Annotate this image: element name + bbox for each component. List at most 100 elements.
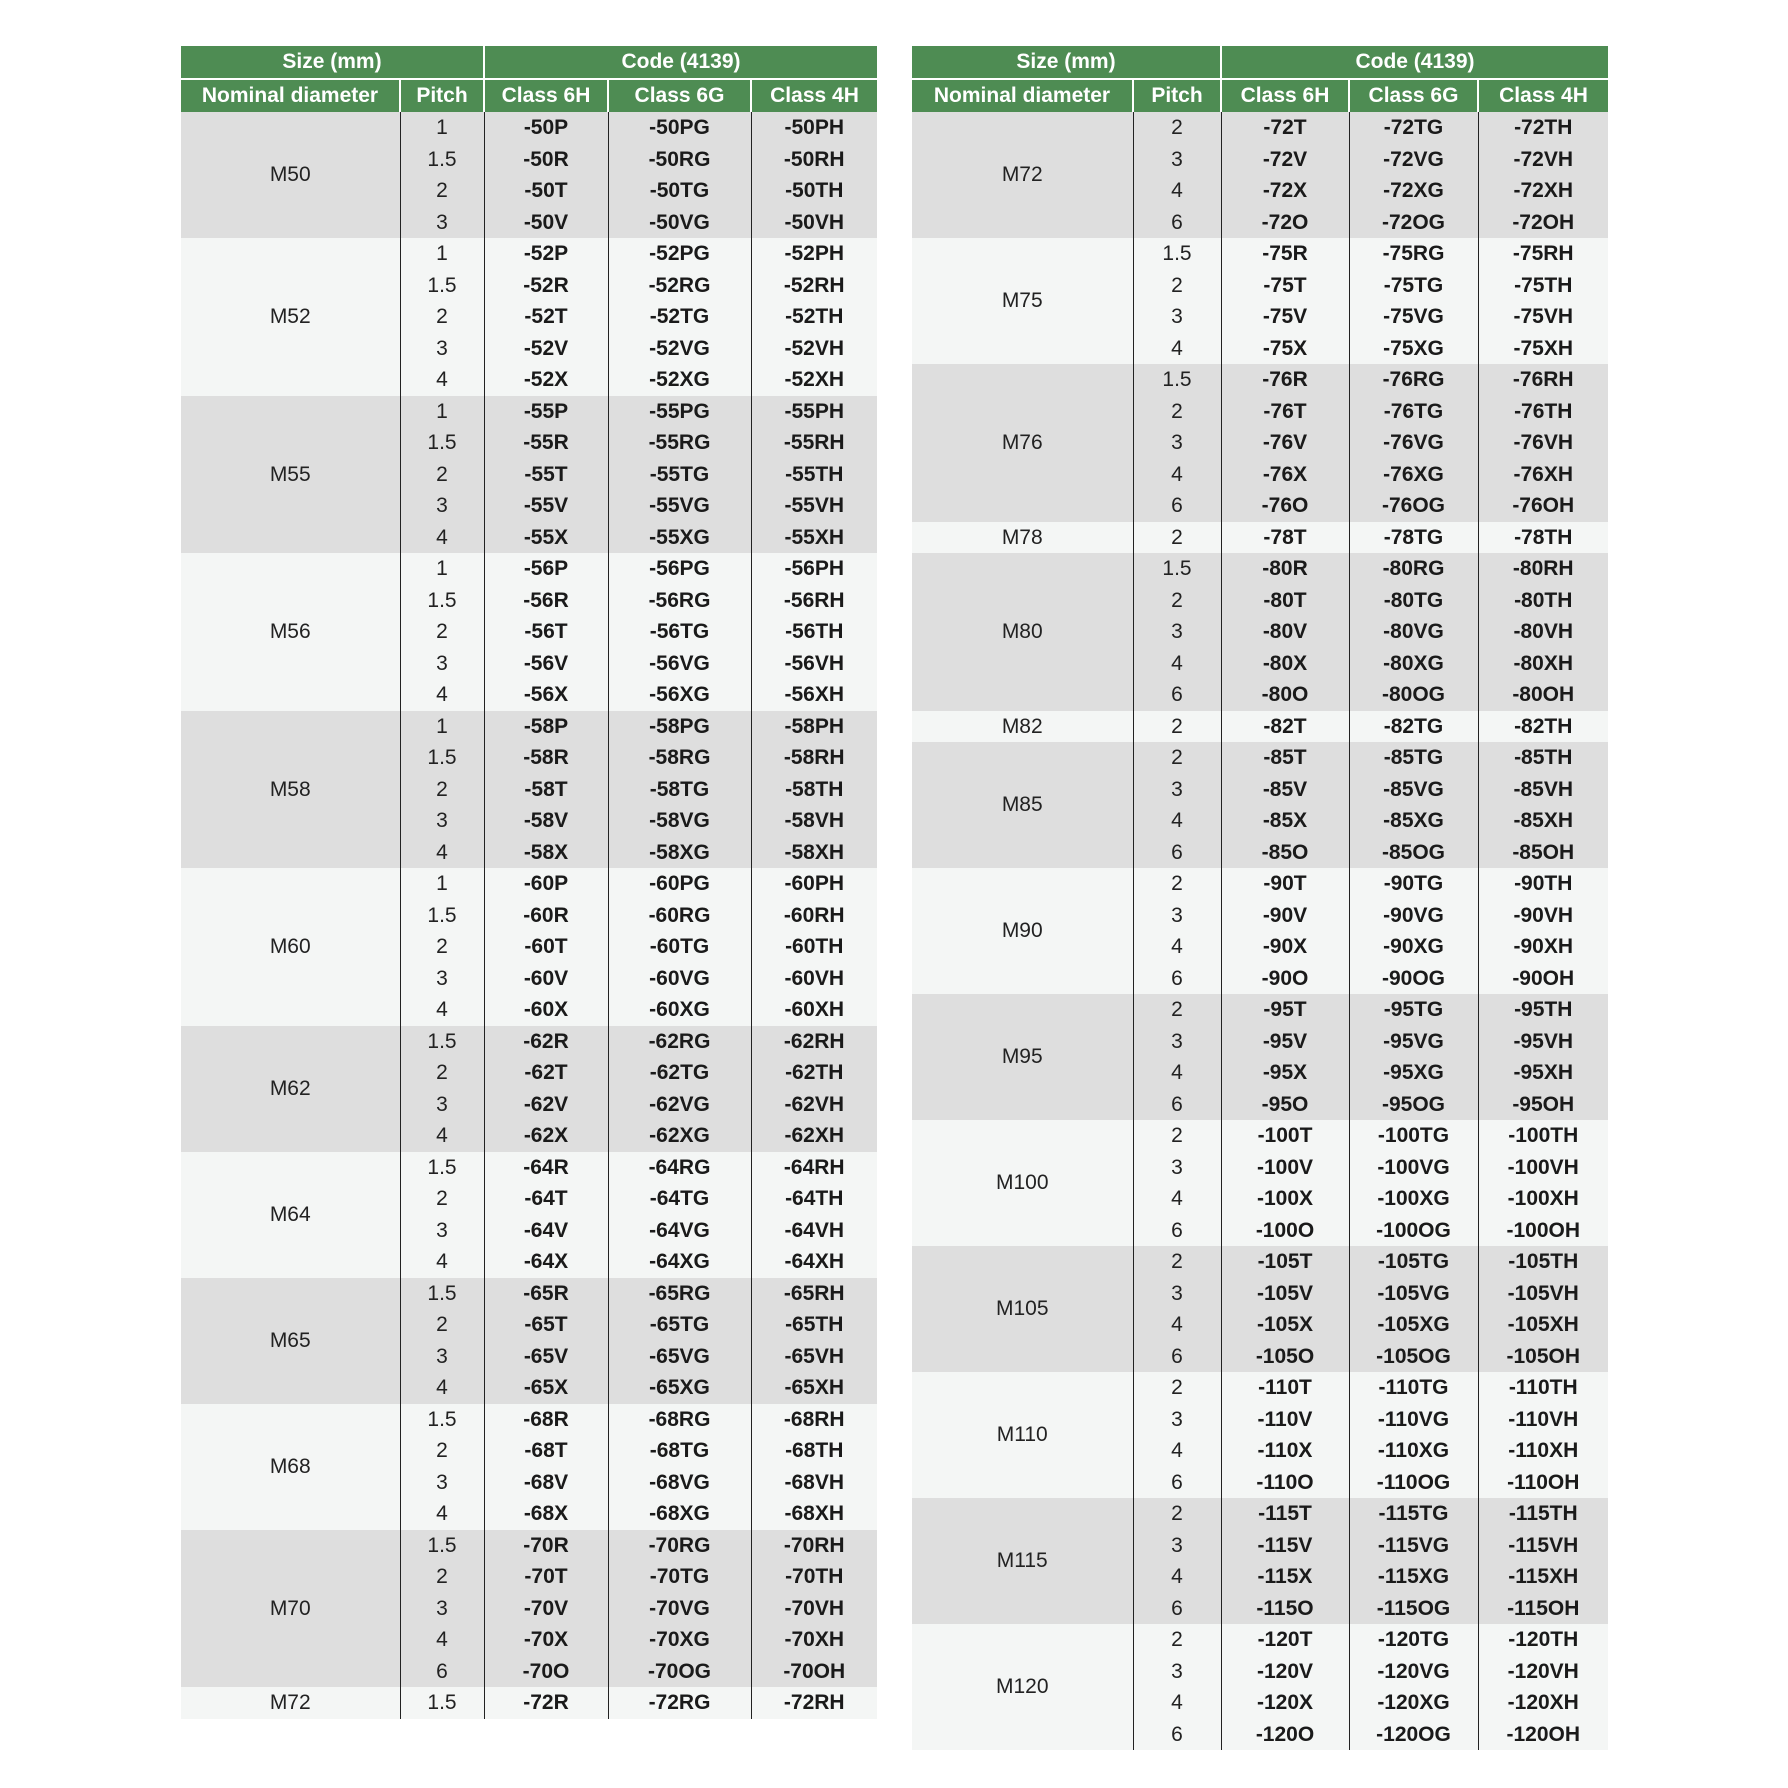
table-row: 3 -76V -76VG -76VH [912,427,1608,459]
pitch-cell: 1.5 [399,1025,484,1057]
code-4h-cell: -75TH [1477,269,1608,301]
code-4h-cell: -76OH [1477,490,1608,522]
table-row: 3 -56V -56VG -56VH [181,647,877,679]
code-6h-cell: -52R [483,269,608,301]
code-6h-cell: -58P [483,710,608,742]
table-row: 1.5 -52R -52RG -52RH [181,269,877,301]
code-6h-cell: -110V [1220,1403,1349,1435]
pitch-cell: 4 [399,1120,484,1152]
code-4h-cell: -80VH [1477,616,1608,648]
pitch-cell: 3 [399,490,484,522]
pitch-cell: 3 [1132,1403,1221,1435]
code-6g-cell: -65XG [607,1372,751,1404]
code-4h-cell: -52RH [750,269,877,301]
code-4h-cell: -72TH [1477,112,1608,144]
table-row: 2 -68T -68TG -68TH [181,1435,877,1467]
pitch-cell: 4 [399,994,484,1026]
code-6h-cell: -90T [1220,868,1349,900]
code-6h-cell: -105T [1220,1246,1349,1278]
code-6h-cell: -68R [483,1403,608,1435]
table-row: 4 -70X -70XG -70XH [181,1624,877,1656]
pitch-cell: 4 [399,1624,484,1656]
nominal-diameter-cell: M100 [912,1120,1133,1246]
code-4h-cell: -105TH [1477,1246,1608,1278]
table-row: M105 2 -105T -105TG -105TH [912,1246,1608,1372]
table-row: 6 -76O -76OG -76OH [912,490,1608,522]
nominal-diameter-cell: M65 [181,1277,400,1404]
code-4h-cell: -110OH [1477,1466,1608,1498]
table-row: 4 -58X -58XG -58XH [181,836,877,868]
code-6g-cell: -95TG [1348,994,1478,1026]
table-row: 2 -55T -55TG -55TH [181,458,877,490]
table-row: 6 -100O -100OG -100OH [912,1214,1608,1246]
code-6g-cell: -100VG [1348,1151,1478,1183]
code-4h-cell: -60RH [750,899,877,931]
table-row: M62 1.5 -62R -62RG -62RH [181,1025,877,1152]
table-row: 6 -120O -120OG -120OH [912,1718,1608,1750]
table-row: 3 -50V -50VG -50VH [181,206,877,238]
code-6g-cell: -52XG [607,364,751,396]
table-row: 2 -62T -62TG -62TH [181,1057,877,1089]
code-6g-cell: -64XG [607,1246,751,1278]
table-row: 2 -80T -80TG -80TH [912,584,1608,616]
code-4h-cell: -75XH [1477,332,1608,364]
table-row: 3 -62V -62VG -62VH [181,1088,877,1120]
code-6h-cell: -82T [1220,710,1349,742]
nominal-diameter-cell: M95 [912,994,1133,1120]
code-6h-cell: -100V [1220,1151,1349,1183]
code-6g-cell: -65RG [607,1277,751,1309]
code-6h-cell: -72V [1220,143,1349,175]
table-row: 4 -80X -80XG -80XH [912,647,1608,679]
code-4h-cell: -62TH [750,1057,877,1089]
table-row: 3 -72V -72VG -72VH [912,143,1608,175]
header-class-4h: Class 4H [1477,79,1608,112]
table-row: 3 -58V -58VG -58VH [181,805,877,837]
code-4h-cell: -95VH [1477,1025,1608,1057]
code-6h-cell: -76X [1220,458,1349,490]
code-4h-cell: -58XH [750,836,877,868]
header-pitch: Pitch [399,79,484,112]
pitch-cell: 1 [399,238,484,270]
pitch-cell: 6 [1132,1340,1221,1372]
code-6h-cell: -64X [483,1246,608,1278]
code-4h-cell: -120TH [1477,1624,1608,1656]
code-4h-cell: -56XH [750,679,877,711]
code-6g-cell: -60RG [607,899,751,931]
pitch-cell: 2 [1132,710,1221,742]
table-row: 2 -64T -64TG -64TH [181,1183,877,1215]
code-6h-cell: -75R [1220,238,1349,270]
nominal-diameter-cell: M62 [181,1025,400,1152]
code-6h-cell: -62R [483,1025,608,1057]
pitch-cell: 3 [1132,1655,1221,1687]
pitch-cell: 2 [1132,395,1221,427]
code-6g-cell: -64RG [607,1151,751,1183]
pitch-cell: 3 [1132,1151,1221,1183]
code-6g-cell: -100TG [1348,1120,1478,1152]
pitch-cell: 6 [1132,1214,1221,1246]
code-4h-cell: -110TH [1477,1372,1608,1404]
code-6h-cell: -120O [1220,1718,1349,1750]
code-4h-cell: -75VH [1477,301,1608,333]
code-4h-cell: -85XH [1477,805,1608,837]
pitch-cell: 2 [1132,868,1221,900]
pitch-cell: 1.5 [1132,238,1221,270]
pitch-cell: 4 [1132,931,1221,963]
code-4h-cell: -64XH [750,1246,877,1278]
header-pitch: Pitch [1132,79,1221,112]
pitch-cell: 3 [1132,1529,1221,1561]
table-row: 4 -75X -75XG -75XH [912,332,1608,364]
code-6h-cell: -75T [1220,269,1349,301]
code-6h-cell: -70R [483,1529,608,1561]
code-6g-cell: -80TG [1348,584,1478,616]
code-6g-cell: -105OG [1348,1340,1478,1372]
nominal-diameter-cell: M60 [181,868,400,1026]
code-6h-cell: -55R [483,427,608,459]
pitch-cell: 3 [399,1088,484,1120]
code-4h-cell: -50RH [750,143,877,175]
code-4h-cell: -50PH [750,112,877,144]
code-4h-cell: -70VH [750,1592,877,1624]
code-6h-cell: -65X [483,1372,608,1404]
pitch-cell: 3 [399,206,484,238]
code-4h-cell: -85VH [1477,773,1608,805]
code-6h-cell: -110T [1220,1372,1349,1404]
